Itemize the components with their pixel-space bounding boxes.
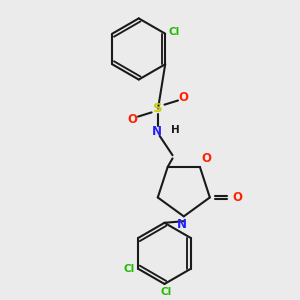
Text: Cl: Cl [168, 27, 180, 37]
Text: O: O [127, 113, 137, 126]
Text: O: O [179, 91, 189, 104]
Text: Cl: Cl [160, 287, 172, 297]
Text: N: N [177, 218, 187, 231]
Text: O: O [202, 152, 212, 165]
Text: N: N [152, 124, 161, 138]
Text: H: H [171, 125, 180, 135]
Text: S: S [153, 102, 163, 115]
Text: O: O [232, 191, 242, 204]
Text: Cl: Cl [124, 264, 135, 274]
